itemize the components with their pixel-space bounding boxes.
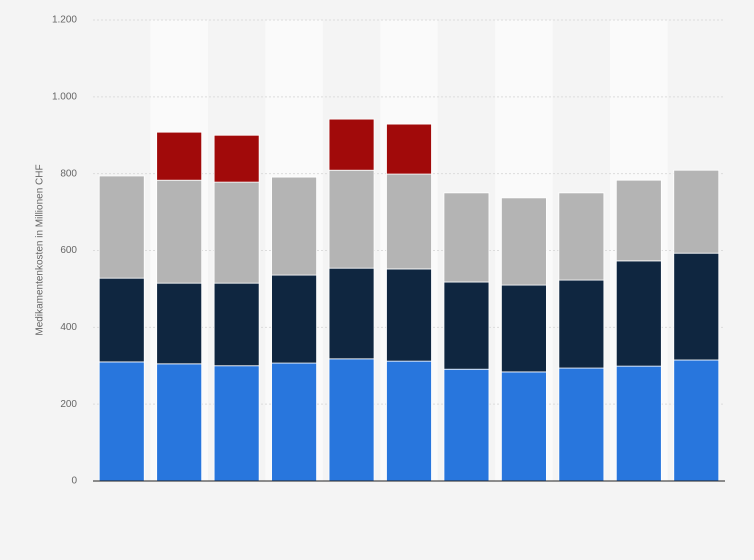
bar-segment	[443, 281, 490, 370]
bar-segment	[156, 179, 203, 284]
bar-segment	[615, 179, 662, 262]
bar-segment	[386, 123, 432, 175]
y-tick-label: 400	[60, 322, 77, 333]
y-tick-label: 600	[60, 245, 77, 256]
bar-segment	[213, 134, 260, 183]
bar-segment	[271, 362, 317, 482]
bar-segment	[156, 131, 203, 181]
bar-segment	[501, 371, 547, 482]
bar-segment	[443, 192, 490, 283]
bar-segment	[156, 363, 203, 482]
bar-segment	[443, 368, 490, 482]
bar-segment	[615, 260, 662, 367]
bar-segment	[558, 192, 605, 281]
bar-segment	[271, 176, 317, 276]
bar-segment	[673, 252, 720, 361]
y-tick-label: 800	[60, 168, 77, 179]
bar-segment	[328, 169, 375, 269]
bar-segment	[328, 267, 375, 360]
bar-segment	[98, 361, 145, 482]
y-tick-label: 0	[71, 476, 77, 487]
y-tick-label: 1.000	[52, 91, 77, 102]
bar-segment	[271, 274, 317, 364]
bar-segment	[386, 268, 432, 362]
bar-segment	[386, 360, 432, 482]
bar-segment	[386, 173, 432, 270]
bar-segment	[328, 118, 375, 171]
y-tick-label: 200	[60, 399, 77, 410]
bar-segment	[156, 282, 203, 365]
bar-segment	[213, 365, 260, 482]
bar-segment	[558, 367, 605, 482]
bar-segment	[673, 169, 720, 254]
bar-segment	[98, 277, 145, 363]
bar-segment	[213, 282, 260, 367]
bar-segment	[501, 197, 547, 286]
bar-segment	[673, 359, 720, 482]
y-axis-label: Medikamentenkosten in Millionen CHF	[35, 164, 46, 335]
bar-segment	[558, 279, 605, 369]
y-tick-label: 1.200	[52, 15, 77, 26]
bar-segment	[328, 358, 375, 482]
bar-segment	[213, 181, 260, 284]
bar-segment	[98, 175, 145, 279]
bar-segment	[501, 284, 547, 373]
bar-segment	[615, 365, 662, 482]
